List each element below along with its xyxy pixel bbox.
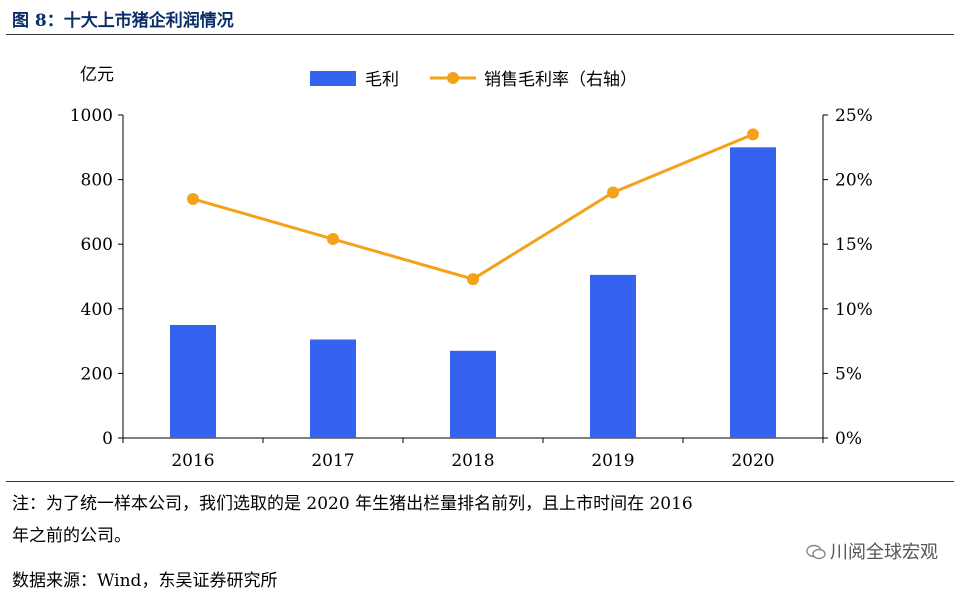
right-tick-label: 0% bbox=[835, 429, 862, 449]
chart: 0 200 400 600 800 1000 0% 5% 10% 15% 20% 25% 2016 201… bbox=[70, 65, 873, 471]
right-tick-label: 15% bbox=[835, 235, 873, 255]
bottom-rule bbox=[6, 481, 954, 482]
margin-point bbox=[607, 186, 619, 199]
legend-swatch-bar bbox=[310, 71, 356, 86]
right-tick-label: 10% bbox=[835, 300, 873, 320]
left-tick-label: 400 bbox=[81, 300, 113, 320]
source-line: 数据来源：Wind，东吴证券研究所 bbox=[12, 571, 278, 591]
left-tick-label: 200 bbox=[81, 364, 113, 384]
top-rule bbox=[6, 34, 954, 35]
x-tick-label: 2016 bbox=[171, 451, 214, 471]
plot-area: 0 200 400 600 800 1000 0% 5% 10% 15% 20% 25% 2016 201… bbox=[70, 65, 873, 471]
figure-title: 图 8：十大上市猪企利润情况 bbox=[12, 11, 234, 31]
y-axis-label: 亿元 bbox=[80, 65, 114, 85]
wechat-icon bbox=[806, 544, 826, 560]
x-tick-label: 2020 bbox=[731, 451, 774, 471]
right-tick-label: 25% bbox=[835, 106, 873, 126]
right-tick-label: 5% bbox=[835, 364, 862, 384]
bar bbox=[730, 147, 776, 439]
bar bbox=[310, 339, 356, 438]
legend-swatch-marker bbox=[447, 72, 459, 84]
watermark-text: 川阅全球宏观 bbox=[830, 542, 938, 563]
legend-label-bar: 毛利 bbox=[365, 70, 399, 90]
margin-point bbox=[747, 128, 759, 141]
x-tick-label: 2019 bbox=[591, 451, 634, 471]
note-line-1: 注：为了统一样本公司，我们选取的是 2020 年生猪出栏量排名前列，且上市时间在… bbox=[12, 494, 693, 514]
watermark: 川阅全球宏观 bbox=[806, 538, 938, 564]
margin-point bbox=[187, 192, 199, 205]
bar bbox=[590, 274, 636, 438]
bar bbox=[170, 324, 216, 438]
legend-label-line: 销售毛利率（右轴） bbox=[484, 70, 637, 90]
x-tick-label: 2018 bbox=[451, 451, 494, 471]
margin-point bbox=[327, 233, 339, 246]
left-tick-label: 1000 bbox=[70, 106, 113, 126]
left-tick-label: 600 bbox=[81, 235, 113, 255]
left-tick-label: 0 bbox=[102, 429, 113, 449]
note-line-2: 年之前的公司。 bbox=[12, 526, 131, 546]
margin-point bbox=[467, 273, 479, 286]
margin-line bbox=[192, 132, 754, 281]
right-tick-label: 20% bbox=[835, 171, 873, 191]
left-tick-label: 800 bbox=[81, 171, 113, 191]
x-tick-label: 2017 bbox=[311, 451, 354, 471]
bar bbox=[450, 350, 496, 438]
